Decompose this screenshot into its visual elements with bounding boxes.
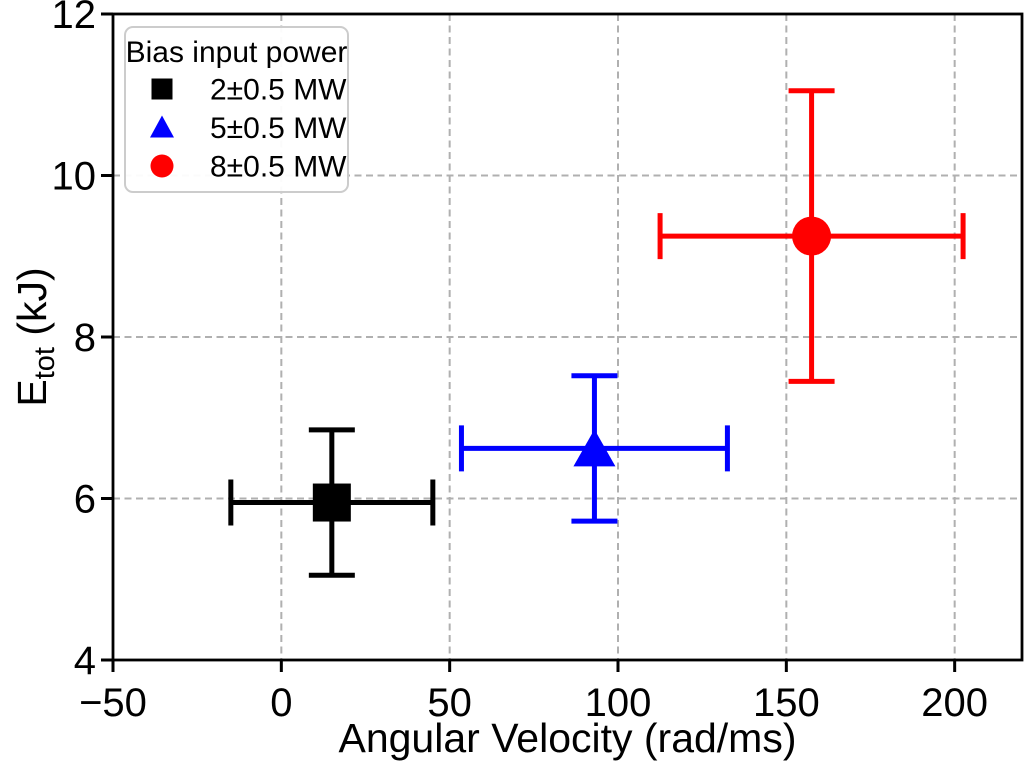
legend-item: 8±0.5 MW: [150, 151, 347, 184]
y-tick-label: 8: [74, 316, 96, 360]
x-tick-label: 200: [921, 681, 988, 725]
x-axis-label: Angular Velocity (rad/ms): [338, 715, 796, 761]
y-tick-label: 4: [74, 639, 96, 683]
series-triangle: [458, 373, 730, 524]
legend-item: 5±0.5 MW: [150, 112, 347, 145]
x-tick-label: −50: [79, 681, 147, 725]
y-axis-label: Etot (kJ): [9, 267, 61, 406]
x-axis-tick-labels: −50 0 50 100 150 200: [79, 681, 988, 725]
y-tick-label: 6: [74, 478, 96, 522]
data-point-triangle: [573, 429, 616, 467]
legend-item-label: 8±0.5 MW: [210, 151, 347, 184]
legend-item-label: 2±0.5 MW: [210, 74, 347, 107]
x-tick-label: 0: [270, 681, 292, 725]
data-point-circle: [792, 216, 832, 256]
series-circle: [657, 88, 966, 384]
axis-ticks: [101, 12, 957, 672]
legend-item-label: 5±0.5 MW: [210, 112, 347, 145]
series-square: [228, 427, 436, 578]
y-axis-tick-labels: 4 6 8 10 12: [52, 0, 97, 683]
legend-box: [124, 26, 349, 193]
legend: Bias input power 2±0.5 MW 5±0.5 MW 8±0.5 MW: [124, 26, 349, 193]
legend-marker-triangle: [150, 115, 174, 138]
legend-marker-circle: [150, 154, 174, 178]
error-bars: [458, 373, 730, 524]
legend-item: 2±0.5 MW: [151, 74, 347, 107]
legend-title: Bias input power: [126, 36, 348, 69]
legend-marker-square: [151, 78, 173, 100]
x-tick-label: 50: [427, 681, 472, 725]
y-tick-label: 10: [52, 155, 97, 199]
x-tick-label: 150: [753, 681, 820, 725]
x-tick-label: 100: [585, 681, 652, 725]
y-tick-label: 12: [52, 0, 97, 37]
data-point-square: [312, 483, 351, 522]
